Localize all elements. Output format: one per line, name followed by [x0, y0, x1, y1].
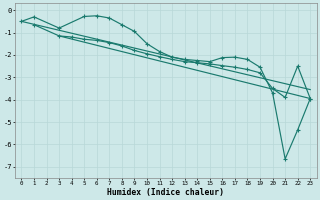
X-axis label: Humidex (Indice chaleur): Humidex (Indice chaleur)	[107, 188, 224, 197]
